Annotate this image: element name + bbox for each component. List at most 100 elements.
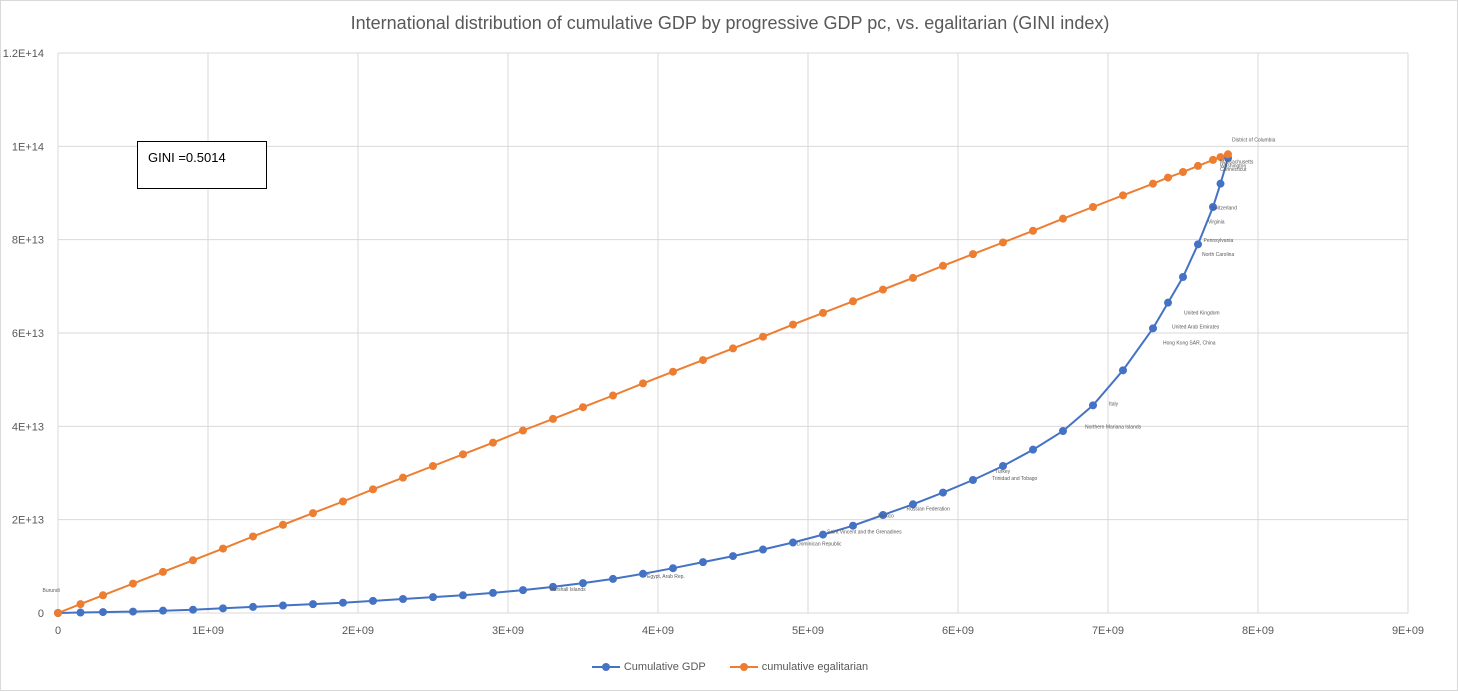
cumulative-gdp-point bbox=[279, 601, 287, 610]
cumulative-egalitarian-point bbox=[159, 567, 167, 576]
cumulative-egalitarian-point bbox=[1149, 179, 1157, 188]
cumulative-gdp-point bbox=[249, 602, 257, 611]
data-point-label: Trinidad and Tobago bbox=[992, 476, 1038, 482]
series-layer bbox=[54, 150, 1232, 617]
x-tick-label: 7E+09 bbox=[1092, 625, 1124, 637]
cumulative-gdp-point bbox=[519, 586, 527, 595]
cumulative-egalitarian-point bbox=[489, 438, 497, 447]
cumulative-egalitarian-point bbox=[729, 344, 737, 353]
cumulative-gdp-point bbox=[639, 569, 647, 578]
cumulative-gdp-line bbox=[57, 157, 1229, 614]
cumulative-egalitarian-point bbox=[1209, 155, 1217, 164]
cumulative-gdp-point bbox=[1089, 401, 1097, 410]
cumulative-egalitarian-point bbox=[609, 391, 617, 400]
data-point-label: North Carolina bbox=[1202, 252, 1234, 258]
cumulative-gdp-point bbox=[879, 511, 887, 519]
cumulative-egalitarian-point bbox=[1179, 168, 1187, 176]
cumulative-egalitarian-point bbox=[459, 450, 467, 459]
legend-item-cumulative-egalitarian: cumulative egalitarian bbox=[729, 661, 869, 673]
legend-swatch-blue bbox=[591, 662, 620, 672]
x-tick-label: 9E+09 bbox=[1392, 625, 1424, 637]
cumulative-egalitarian-point bbox=[249, 532, 257, 541]
data-point-label: Switzerland bbox=[1211, 205, 1237, 211]
x-tick-label: 1E+09 bbox=[192, 625, 224, 637]
cumulative-gdp-point bbox=[999, 462, 1007, 470]
cumulative-egalitarian-point bbox=[339, 497, 347, 506]
cumulative-egalitarian-point bbox=[1164, 173, 1172, 182]
legend-label-cumulative-egalitarian: cumulative egalitarian bbox=[761, 661, 869, 673]
cumulative-egalitarian-point bbox=[309, 509, 317, 518]
cumulative-gdp-point bbox=[849, 521, 857, 530]
cumulative-egalitarian-point bbox=[909, 273, 917, 282]
cumulative-gdp-point bbox=[459, 591, 467, 600]
cumulative-egalitarian-point bbox=[219, 544, 227, 553]
cumulative-gdp-point bbox=[939, 488, 947, 497]
cumulative-egalitarian-point bbox=[819, 308, 827, 317]
data-point-label: Egypt, Arab Rep. bbox=[647, 574, 685, 580]
cumulative-gdp-point bbox=[909, 500, 917, 509]
cumulative-egalitarian-point bbox=[1029, 226, 1037, 235]
cumulative-gdp-point bbox=[309, 600, 317, 609]
cumulative-gdp-point bbox=[1179, 273, 1187, 281]
cumulative-egalitarian-point bbox=[549, 414, 557, 423]
x-tick-label: 4E+09 bbox=[642, 625, 674, 637]
cumulative-egalitarian-point bbox=[1224, 150, 1232, 159]
cumulative-egalitarian-point bbox=[189, 556, 197, 565]
cumulative-egalitarian-point bbox=[1089, 203, 1097, 211]
cumulative-gdp-point bbox=[819, 530, 827, 539]
legend-label-cumulative-gdp: Cumulative GDP bbox=[623, 661, 706, 673]
x-tick-label: 6E+09 bbox=[942, 625, 974, 637]
y-tick-label: 8E+13 bbox=[12, 235, 44, 247]
cumulative-egalitarian-point bbox=[1119, 191, 1127, 200]
data-point-label: Northern Mariana Islands bbox=[1085, 425, 1142, 431]
y-tick-label: 2E+13 bbox=[12, 515, 44, 527]
x-tick-label: 2E+09 bbox=[342, 625, 374, 637]
y-tick-label: 0 bbox=[38, 608, 44, 620]
cumulative-gdp-point bbox=[1209, 203, 1217, 211]
data-point-label: United Kingdom bbox=[1184, 310, 1220, 316]
cumulative-gdp-point bbox=[1149, 324, 1157, 333]
cumulative-egalitarian-point bbox=[669, 367, 677, 376]
data-point-label: Washington bbox=[1220, 163, 1246, 169]
cumulative-gdp-point bbox=[76, 608, 85, 617]
data-point-label: Pennsylvania bbox=[1204, 238, 1234, 244]
legend: Cumulative GDP cumulative egalitarian bbox=[1, 661, 1458, 673]
cumulative-egalitarian-point bbox=[969, 250, 977, 259]
cumulative-egalitarian-point bbox=[579, 403, 587, 412]
data-point-label: District of Columbia bbox=[1232, 138, 1276, 144]
cumulative-egalitarian-point bbox=[369, 485, 377, 494]
cumulative-gdp-point bbox=[1029, 445, 1037, 454]
x-tick-label: 3E+09 bbox=[492, 625, 524, 637]
cumulative-gdp-point bbox=[399, 595, 407, 603]
cumulative-gdp-point bbox=[1164, 298, 1172, 307]
cumulative-gdp-point bbox=[759, 545, 767, 554]
cumulative-gdp-point bbox=[549, 582, 557, 591]
cumulative-egalitarian-point bbox=[279, 520, 287, 529]
cumulative-egalitarian-point bbox=[519, 426, 527, 435]
cumulative-egalitarian-point bbox=[429, 462, 437, 470]
cumulative-gdp-point bbox=[489, 588, 497, 597]
cumulative-egalitarian-point bbox=[54, 609, 62, 617]
y-tick-label: 4E+13 bbox=[12, 421, 44, 433]
cumulative-gdp-point bbox=[159, 606, 167, 615]
y-tick-label: 6E+13 bbox=[12, 328, 44, 340]
x-tick-label: 8E+09 bbox=[1242, 625, 1274, 637]
data-point-label: Massachusetts bbox=[1220, 160, 1254, 166]
data-point-label: Burundi bbox=[43, 588, 60, 594]
cumulative-egalitarian-point bbox=[759, 332, 767, 341]
cumulative-egalitarian-point bbox=[76, 600, 85, 609]
cumulative-gdp-point bbox=[99, 608, 107, 617]
data-point-label: Russian Federation bbox=[907, 506, 951, 512]
cumulative-gdp-point bbox=[1059, 427, 1067, 435]
cumulative-gdp-point bbox=[219, 604, 227, 613]
gridlines bbox=[57, 52, 1409, 614]
chart-title: International distribution of cumulative… bbox=[350, 13, 1110, 33]
cumulative-egalitarian-line bbox=[57, 153, 1229, 614]
y-tick-label: 1.2E+14 bbox=[3, 48, 44, 60]
cumulative-egalitarian-point bbox=[1194, 161, 1202, 170]
cumulative-egalitarian-point bbox=[699, 356, 707, 365]
cumulative-egalitarian-point bbox=[129, 579, 137, 588]
cumulative-gdp-point bbox=[129, 607, 137, 616]
